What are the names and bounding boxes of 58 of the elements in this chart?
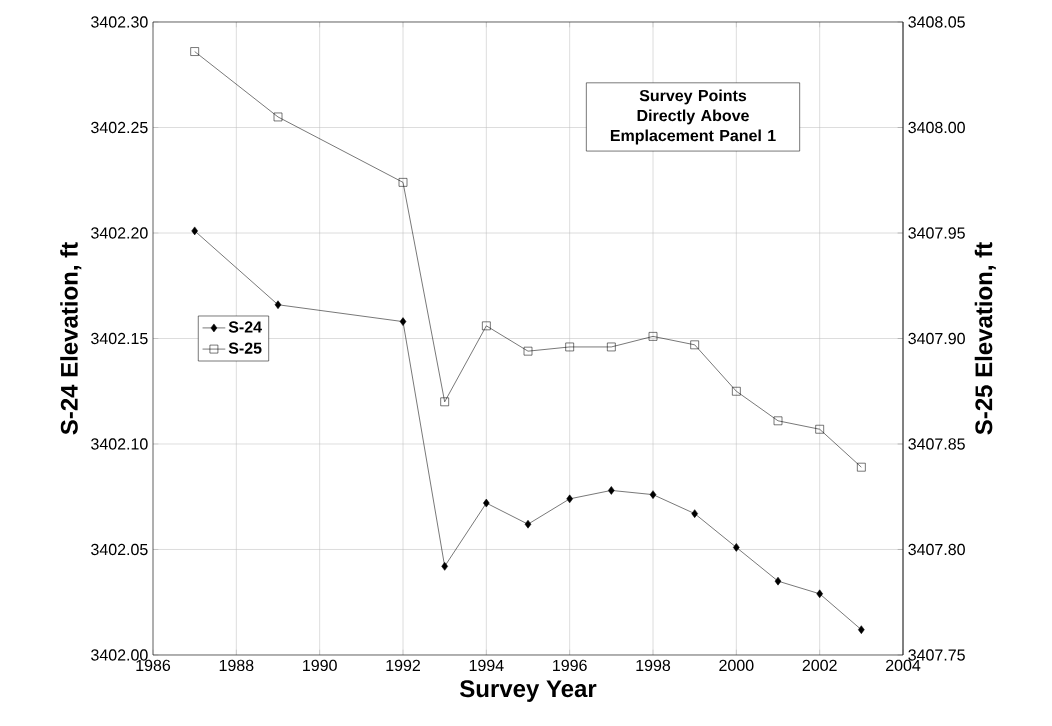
point bbox=[858, 625, 865, 634]
y2-tick-label: 3408.05 bbox=[908, 16, 965, 28]
y-tick-label: 3402.20 bbox=[91, 227, 148, 239]
x-tick-label: 1994 bbox=[469, 659, 504, 672]
y-tick-label: 3402.30 bbox=[91, 16, 148, 28]
x-tick-label: 2000 bbox=[719, 659, 754, 672]
x-tick-label: 1988 bbox=[219, 659, 254, 672]
point bbox=[398, 178, 408, 187]
point bbox=[649, 490, 657, 499]
annotation: Survey Points Directly Above Emplacement Panel 1 bbox=[610, 89, 776, 145]
point bbox=[774, 576, 782, 586]
point bbox=[399, 317, 407, 326]
point bbox=[524, 519, 532, 529]
x-axis-title: Survey Year bbox=[459, 680, 597, 702]
point bbox=[482, 321, 491, 331]
x-tick-label: 2004 bbox=[886, 659, 921, 672]
y-tick-label: 3402.10 bbox=[91, 438, 148, 450]
point bbox=[732, 386, 741, 396]
legend-label: S-24 bbox=[228, 321, 262, 333]
y2-tick-label: 3407.75 bbox=[908, 649, 965, 661]
point bbox=[273, 112, 283, 122]
point bbox=[523, 346, 533, 356]
x-tick-label: 1998 bbox=[636, 659, 671, 672]
y2-axis-title: S-25 Elevation, ft bbox=[974, 242, 996, 435]
y-tick-label: 3402.00 bbox=[91, 649, 148, 661]
point bbox=[608, 486, 615, 495]
point bbox=[648, 332, 658, 341]
y-tick-label: 3402.05 bbox=[91, 543, 148, 556]
point bbox=[607, 342, 616, 352]
point bbox=[441, 562, 448, 571]
point bbox=[773, 416, 783, 426]
y-tick-label: 3402.15 bbox=[91, 332, 148, 345]
x-tick-label: 1990 bbox=[303, 659, 337, 672]
point bbox=[733, 543, 740, 552]
point bbox=[440, 397, 449, 407]
point bbox=[857, 462, 866, 472]
y2-tick-label: 3407.90 bbox=[908, 332, 965, 345]
point bbox=[815, 424, 824, 434]
point bbox=[190, 47, 199, 56]
x-tick-label: 2002 bbox=[802, 659, 837, 672]
x-tick-label: 1996 bbox=[553, 659, 587, 672]
y2-tick-label: 3408.00 bbox=[908, 121, 965, 134]
y-axis-title: S-24 Elevation, ft bbox=[60, 242, 82, 435]
y2-tick-label: 3407.95 bbox=[908, 227, 965, 239]
point bbox=[690, 340, 699, 350]
point bbox=[691, 509, 698, 518]
point bbox=[816, 589, 823, 599]
point bbox=[274, 300, 282, 310]
x-tick-label: 1992 bbox=[386, 659, 420, 672]
point bbox=[483, 498, 490, 508]
point bbox=[191, 226, 198, 236]
y2-tick-label: 3407.80 bbox=[908, 543, 965, 556]
legend-label: S-25 bbox=[228, 342, 262, 354]
y-tick-label: 3402.25 bbox=[91, 121, 148, 134]
x-tick-label: 1986 bbox=[136, 659, 171, 672]
y2-tick-label: 3407.85 bbox=[908, 438, 965, 450]
point bbox=[566, 494, 573, 504]
point bbox=[565, 342, 574, 352]
